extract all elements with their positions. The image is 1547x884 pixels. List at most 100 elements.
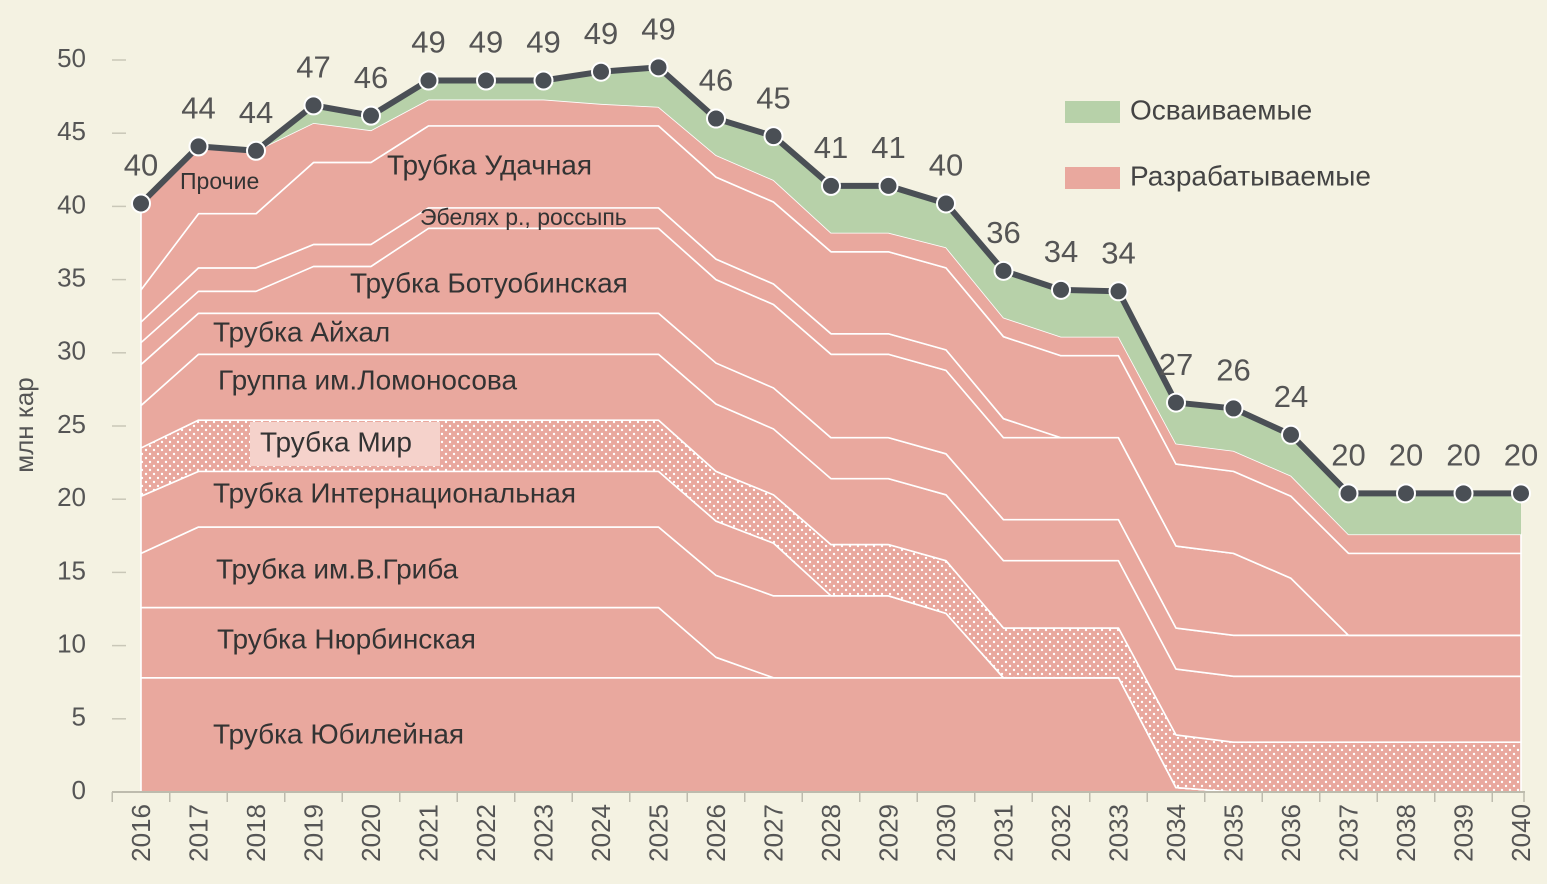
total-marker (993, 260, 1014, 281)
y-tick-label: 0 (72, 775, 86, 805)
x-tick-label: 2031 (989, 804, 1019, 862)
y-tick-label: 15 (57, 555, 86, 585)
y-tick-label: 20 (57, 482, 86, 512)
data-label: 49 (526, 25, 560, 60)
legend-label: Разрабатываемые (1130, 160, 1371, 191)
y-tick-label: 40 (57, 189, 86, 219)
data-label: 49 (584, 16, 618, 51)
data-label: 49 (641, 12, 675, 47)
layer-label: Трубка Мир (260, 426, 412, 457)
area-layer (140, 98, 1522, 555)
x-tick-label: 2024 (586, 804, 616, 862)
x-tick-label: 2017 (184, 804, 214, 862)
total-marker (821, 175, 841, 196)
total-marker (1511, 483, 1531, 504)
label-box (250, 422, 440, 466)
data-label: 45 (756, 80, 790, 115)
data-label: 49 (411, 25, 445, 60)
y-tick-label: 25 (57, 409, 86, 439)
total-marker (763, 126, 784, 147)
total-marker (1281, 424, 1301, 445)
y-tick-label: 5 (72, 702, 86, 732)
total-marker (476, 70, 496, 91)
data-label: 27 (1159, 347, 1193, 382)
total-marker (1223, 398, 1244, 419)
data-label: 47 (296, 50, 330, 85)
x-tick-label: 2016 (126, 804, 156, 862)
data-label: 44 (181, 91, 215, 126)
x-tick-label: 2035 (1219, 804, 1249, 862)
x-tick-label: 2018 (241, 804, 271, 862)
x-tick-label: 2020 (356, 804, 386, 862)
layer-label: Трубка Ботуобинская (350, 267, 628, 298)
y-tick-label: 45 (57, 116, 86, 146)
layer-label: Трубка Нюрбинская (217, 623, 476, 654)
y-tick-label: 30 (57, 336, 86, 366)
x-tick-label: 2038 (1391, 804, 1421, 862)
data-label: 26 (1216, 353, 1250, 388)
x-tick-label: 2039 (1449, 804, 1479, 862)
legend-label: Осваиваемые (1130, 94, 1312, 125)
layer-label: Трубка им.В.Гриба (216, 553, 459, 584)
total-marker (418, 70, 439, 91)
x-tick-label: 2023 (529, 804, 559, 862)
total-marker (533, 70, 554, 91)
total-marker (246, 140, 266, 161)
data-label: 24 (1274, 379, 1308, 414)
total-marker (303, 95, 324, 116)
data-label: 41 (871, 130, 905, 165)
data-label: 40 (929, 148, 963, 183)
x-tick-label: 2021 (414, 804, 444, 862)
layer-label: Эбелях р., россыпь (420, 204, 627, 230)
data-label: 44 (239, 95, 273, 130)
x-tick-label: 2022 (471, 804, 501, 862)
data-label: 20 (1331, 438, 1365, 473)
total-marker (1453, 483, 1474, 504)
x-tick-label: 2019 (299, 804, 329, 862)
total-marker (361, 105, 381, 126)
x-tick-label: 2033 (1104, 804, 1134, 862)
total-marker (591, 61, 611, 82)
layer-label: Трубка Юбилейная (213, 718, 464, 749)
total-marker (1338, 483, 1359, 504)
y-axis-label: млн кар (9, 377, 39, 473)
x-tick-label: 2032 (1046, 804, 1076, 862)
total-marker (706, 108, 726, 129)
x-tick-label: 2034 (1161, 804, 1191, 862)
y-tick-label: 35 (57, 262, 86, 292)
data-label: 20 (1504, 438, 1538, 473)
x-tick-label: 2030 (931, 804, 961, 862)
layer-label: Трубка Интернациональная (213, 477, 576, 508)
data-label: 41 (814, 130, 848, 165)
x-tick-label: 2025 (644, 804, 674, 862)
x-tick-label: 2036 (1276, 804, 1306, 862)
area-layer (141, 67, 1521, 535)
data-label: 34 (1044, 234, 1078, 269)
data-label: 20 (1389, 438, 1423, 473)
total-marker (1396, 483, 1416, 504)
total-marker (1166, 392, 1186, 413)
data-label: 34 (1101, 235, 1135, 270)
data-label: 20 (1446, 438, 1480, 473)
layer-label: Трубка Айхал (213, 316, 390, 347)
total-marker (131, 193, 151, 214)
total-marker (878, 175, 899, 196)
total-marker (1108, 281, 1129, 302)
total-marker (648, 57, 669, 78)
x-tick-label: 2040 (1506, 804, 1536, 862)
total-marker (936, 193, 956, 214)
total-marker (1051, 279, 1071, 300)
x-tick-label: 2037 (1334, 804, 1364, 862)
x-tick-label: 2026 (701, 804, 731, 862)
layer-label: Трубка Удачная (387, 149, 592, 180)
layer-label: Прочие (180, 168, 259, 194)
data-label: 49 (469, 25, 503, 60)
data-label: 46 (699, 63, 733, 98)
data-label: 36 (986, 215, 1020, 250)
y-tick-label: 50 (57, 43, 86, 73)
data-label: 46 (354, 60, 388, 95)
x-tick-label: 2027 (759, 804, 789, 862)
layer-label: Группа им.Ломоносова (218, 364, 517, 395)
legend-swatch (1065, 167, 1120, 189)
